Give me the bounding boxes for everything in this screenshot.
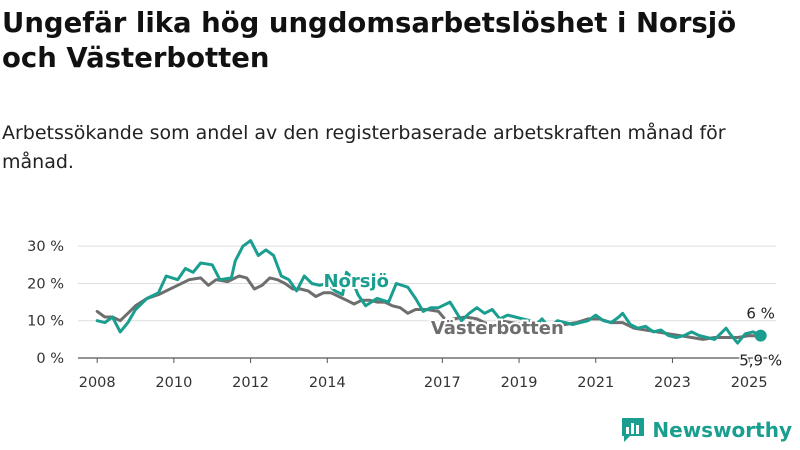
end-value-label: 6 % — [746, 305, 775, 323]
x-tick-label: 2010 — [155, 375, 192, 391]
chart-title: Ungefär lika hög ungdomsarbetslöshet i N… — [2, 7, 737, 74]
y-tick-label: 0 % — [36, 351, 64, 367]
x-tick-label: 2023 — [654, 375, 691, 391]
y-tick-label: 10 % — [27, 314, 64, 330]
series-line-vsterbotten — [95, 274, 763, 341]
series-end-marker — [754, 329, 767, 342]
end-value-label: 5,9 % — [739, 352, 782, 370]
series-label: Norsjö — [323, 271, 389, 292]
y-tick-label: 20 % — [27, 276, 64, 292]
chart-subtitle: Arbetssökande som andel av den registerb… — [2, 122, 726, 173]
brand-logo: Newsworthy — [620, 416, 792, 444]
x-tick-label: 2014 — [309, 375, 346, 391]
y-tick-label: 30 % — [27, 239, 64, 255]
x-tick-label: 2021 — [577, 375, 614, 391]
x-tick-label: 2008 — [79, 375, 116, 391]
series-line-norsj — [95, 239, 763, 345]
x-tick-label: 2017 — [424, 375, 461, 391]
brand-name: Newsworthy — [652, 418, 792, 442]
newsworthy-logo-icon — [622, 418, 645, 442]
x-tick-label: 2019 — [501, 375, 538, 391]
x-tick-label: 2012 — [232, 375, 269, 391]
x-tick-label: 2025 — [731, 375, 768, 391]
series-label: Västerbotten — [431, 318, 564, 339]
